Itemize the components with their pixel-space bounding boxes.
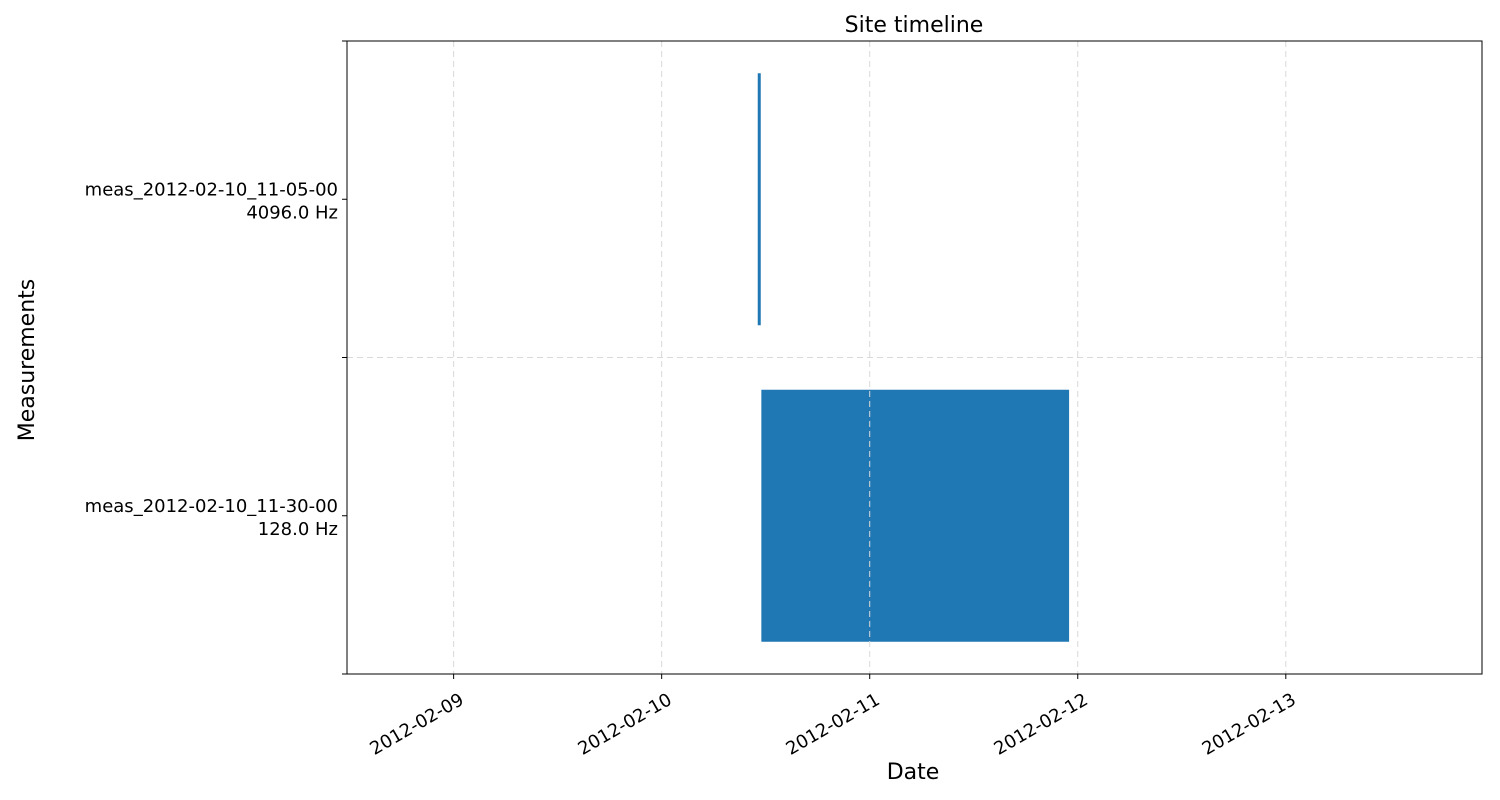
y-tick-label-measurement: meas_2012-02-10_11-30-00 xyxy=(85,496,338,517)
x-tick-label: 2012-02-12 xyxy=(991,689,1092,759)
x-tick-label: 2012-02-10 xyxy=(574,689,675,759)
bars xyxy=(757,73,1070,642)
y-axis-label: Measurements xyxy=(15,279,40,442)
timeline-bar xyxy=(757,73,761,326)
chart-title: Site timeline xyxy=(845,13,984,38)
x-tick-label: 2012-02-11 xyxy=(783,689,884,759)
y-tick-label-sample-rate: 4096.0 Hz xyxy=(246,202,338,223)
timeline-bar xyxy=(761,389,1070,642)
x-axis-label: Date xyxy=(887,760,940,785)
y-tick-label-sample-rate: 128.0 Hz xyxy=(258,519,338,540)
y-tick-label-measurement: meas_2012-02-10_11-05-00 xyxy=(85,179,338,200)
x-tick-label: 2012-02-09 xyxy=(366,689,467,759)
plot-area-frame xyxy=(346,40,1483,675)
x-tick-label: 2012-02-13 xyxy=(1199,689,1300,759)
